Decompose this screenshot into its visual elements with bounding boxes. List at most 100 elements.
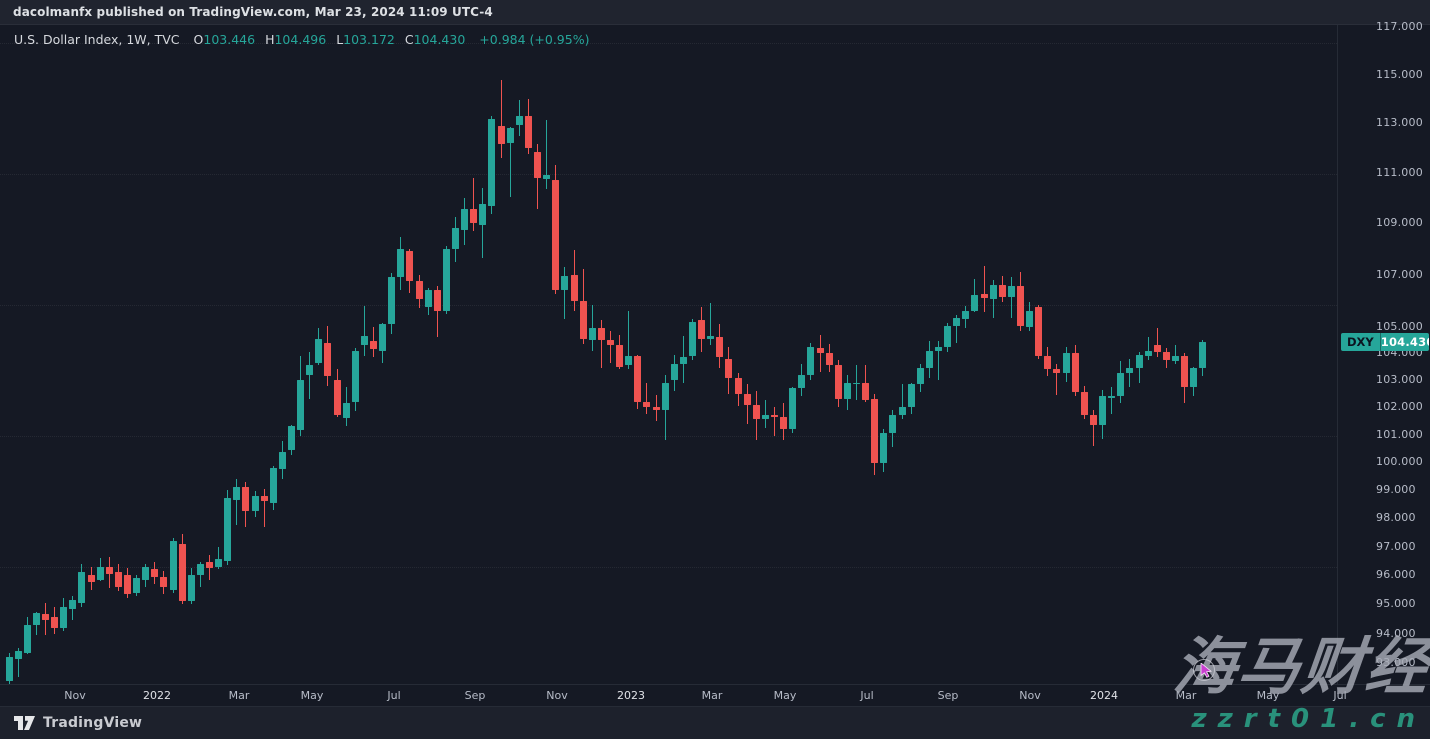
candle-up xyxy=(96,566,104,580)
price-axis-label: 94.000 xyxy=(1376,626,1416,640)
candle-wick xyxy=(1174,345,1176,365)
candle-down xyxy=(1181,356,1189,387)
candle-wick xyxy=(17,648,19,677)
candle-down xyxy=(51,617,59,628)
candle-up xyxy=(1026,311,1034,327)
candle-wick xyxy=(983,265,985,313)
candle-up xyxy=(953,317,961,326)
candle-up xyxy=(506,128,514,144)
candle-down xyxy=(1017,286,1025,326)
candle-down xyxy=(524,116,532,149)
candle-down xyxy=(1089,415,1097,425)
candle-up xyxy=(306,365,314,375)
candle-up xyxy=(251,495,259,512)
candle-down xyxy=(534,151,542,178)
candle-up xyxy=(679,357,687,365)
price-axis[interactable]: DXY 104.430 117.000 115.000 113.000 111.000… xyxy=(1337,20,1430,684)
candle-down xyxy=(780,416,788,430)
candle-down xyxy=(1162,352,1170,361)
candle-up xyxy=(424,290,432,308)
candle-wick xyxy=(473,177,475,231)
candle-up xyxy=(670,364,678,381)
candle-wick xyxy=(956,315,958,343)
candle-down xyxy=(770,415,778,417)
candle-up xyxy=(269,467,277,503)
candle-up xyxy=(798,374,806,389)
candle-down xyxy=(1053,369,1061,374)
candle-up xyxy=(388,277,396,325)
time-axis-year-label: 2023 xyxy=(617,689,645,702)
time-axis-month-label: Nov xyxy=(1019,689,1041,702)
symbol-title[interactable]: U.S. Dollar Index, 1W, TVC xyxy=(14,32,180,47)
time-axis-month-label: May xyxy=(1256,689,1280,702)
candle-down xyxy=(597,328,605,341)
ohlc-high: H104.496 xyxy=(265,32,327,47)
price-axis-label: 109.000 xyxy=(1376,216,1423,230)
candle-up xyxy=(1126,368,1134,374)
candle-up xyxy=(351,350,359,402)
tradingview-logo[interactable]: TradingView xyxy=(14,715,142,731)
candle-wick xyxy=(1092,409,1094,446)
candle-down xyxy=(178,543,186,602)
candle-up xyxy=(78,572,86,603)
price-axis-label: 93.000 xyxy=(1376,656,1416,670)
candle-up xyxy=(5,657,13,682)
candle-wick xyxy=(819,334,821,373)
candle-wick xyxy=(591,304,593,351)
candle-wick xyxy=(363,305,365,357)
candle-up xyxy=(843,382,851,400)
candle-wick xyxy=(710,303,712,346)
candlestick-chart[interactable] xyxy=(0,25,1337,684)
candle-down xyxy=(433,290,441,312)
candle-wick xyxy=(236,478,238,526)
time-axis-month-label: Mar xyxy=(228,689,250,702)
candle-up xyxy=(315,338,323,363)
candle-up xyxy=(342,403,350,419)
candle-up xyxy=(442,248,450,312)
candle-down xyxy=(998,285,1006,297)
candle-down xyxy=(725,358,733,378)
candle-up xyxy=(515,116,523,125)
candle-up xyxy=(397,248,405,278)
chart-legend[interactable]: U.S. Dollar Index, 1W, TVC O103.446 H104.4… xyxy=(14,32,589,47)
candle-down xyxy=(698,320,706,339)
candle-up xyxy=(1117,373,1125,397)
candle-up xyxy=(916,368,924,385)
candle-wick xyxy=(218,546,220,570)
candle-down xyxy=(980,294,988,299)
candle-up xyxy=(224,498,232,561)
candle-down xyxy=(862,382,870,401)
candle-up xyxy=(133,578,141,593)
candle-up xyxy=(561,275,569,291)
candle-down xyxy=(570,274,578,301)
price-axis-label: 98.000 xyxy=(1376,511,1416,525)
candle-down xyxy=(825,353,833,366)
price-axis-label: 107.000 xyxy=(1376,267,1423,281)
ohlc-close: C104.430 xyxy=(404,32,466,47)
candle-up xyxy=(69,599,77,609)
candle-down xyxy=(552,180,560,291)
candle-wick xyxy=(1111,386,1113,415)
time-axis[interactable]: Nov 2022 Mar May Jul Sep Nov 2023 Mar May Jul Sep No… xyxy=(0,684,1430,706)
time-axis-month-label: Sep xyxy=(937,689,959,702)
change-value: +0.984 (+0.95%) xyxy=(479,32,590,47)
ohlc-low: L103.172 xyxy=(336,32,395,47)
time-axis-month-label: Mar xyxy=(1175,689,1197,702)
candle-up xyxy=(989,285,997,300)
candle-up xyxy=(461,209,469,230)
candle-up xyxy=(907,384,915,408)
candle-down xyxy=(123,575,131,595)
candle-up xyxy=(187,575,195,602)
candle-down xyxy=(743,393,751,405)
candle-up xyxy=(23,624,31,653)
candle-down xyxy=(406,251,414,282)
candle-up xyxy=(889,415,897,434)
candle-down xyxy=(260,495,268,502)
candle-up xyxy=(688,321,696,357)
candle-up xyxy=(971,295,979,312)
candle-down xyxy=(643,401,651,408)
time-axis-month-label: Jul xyxy=(860,689,874,702)
candle-wick xyxy=(764,400,766,428)
price-axis-label: 101.000 xyxy=(1376,427,1423,441)
candle-down xyxy=(734,377,742,394)
